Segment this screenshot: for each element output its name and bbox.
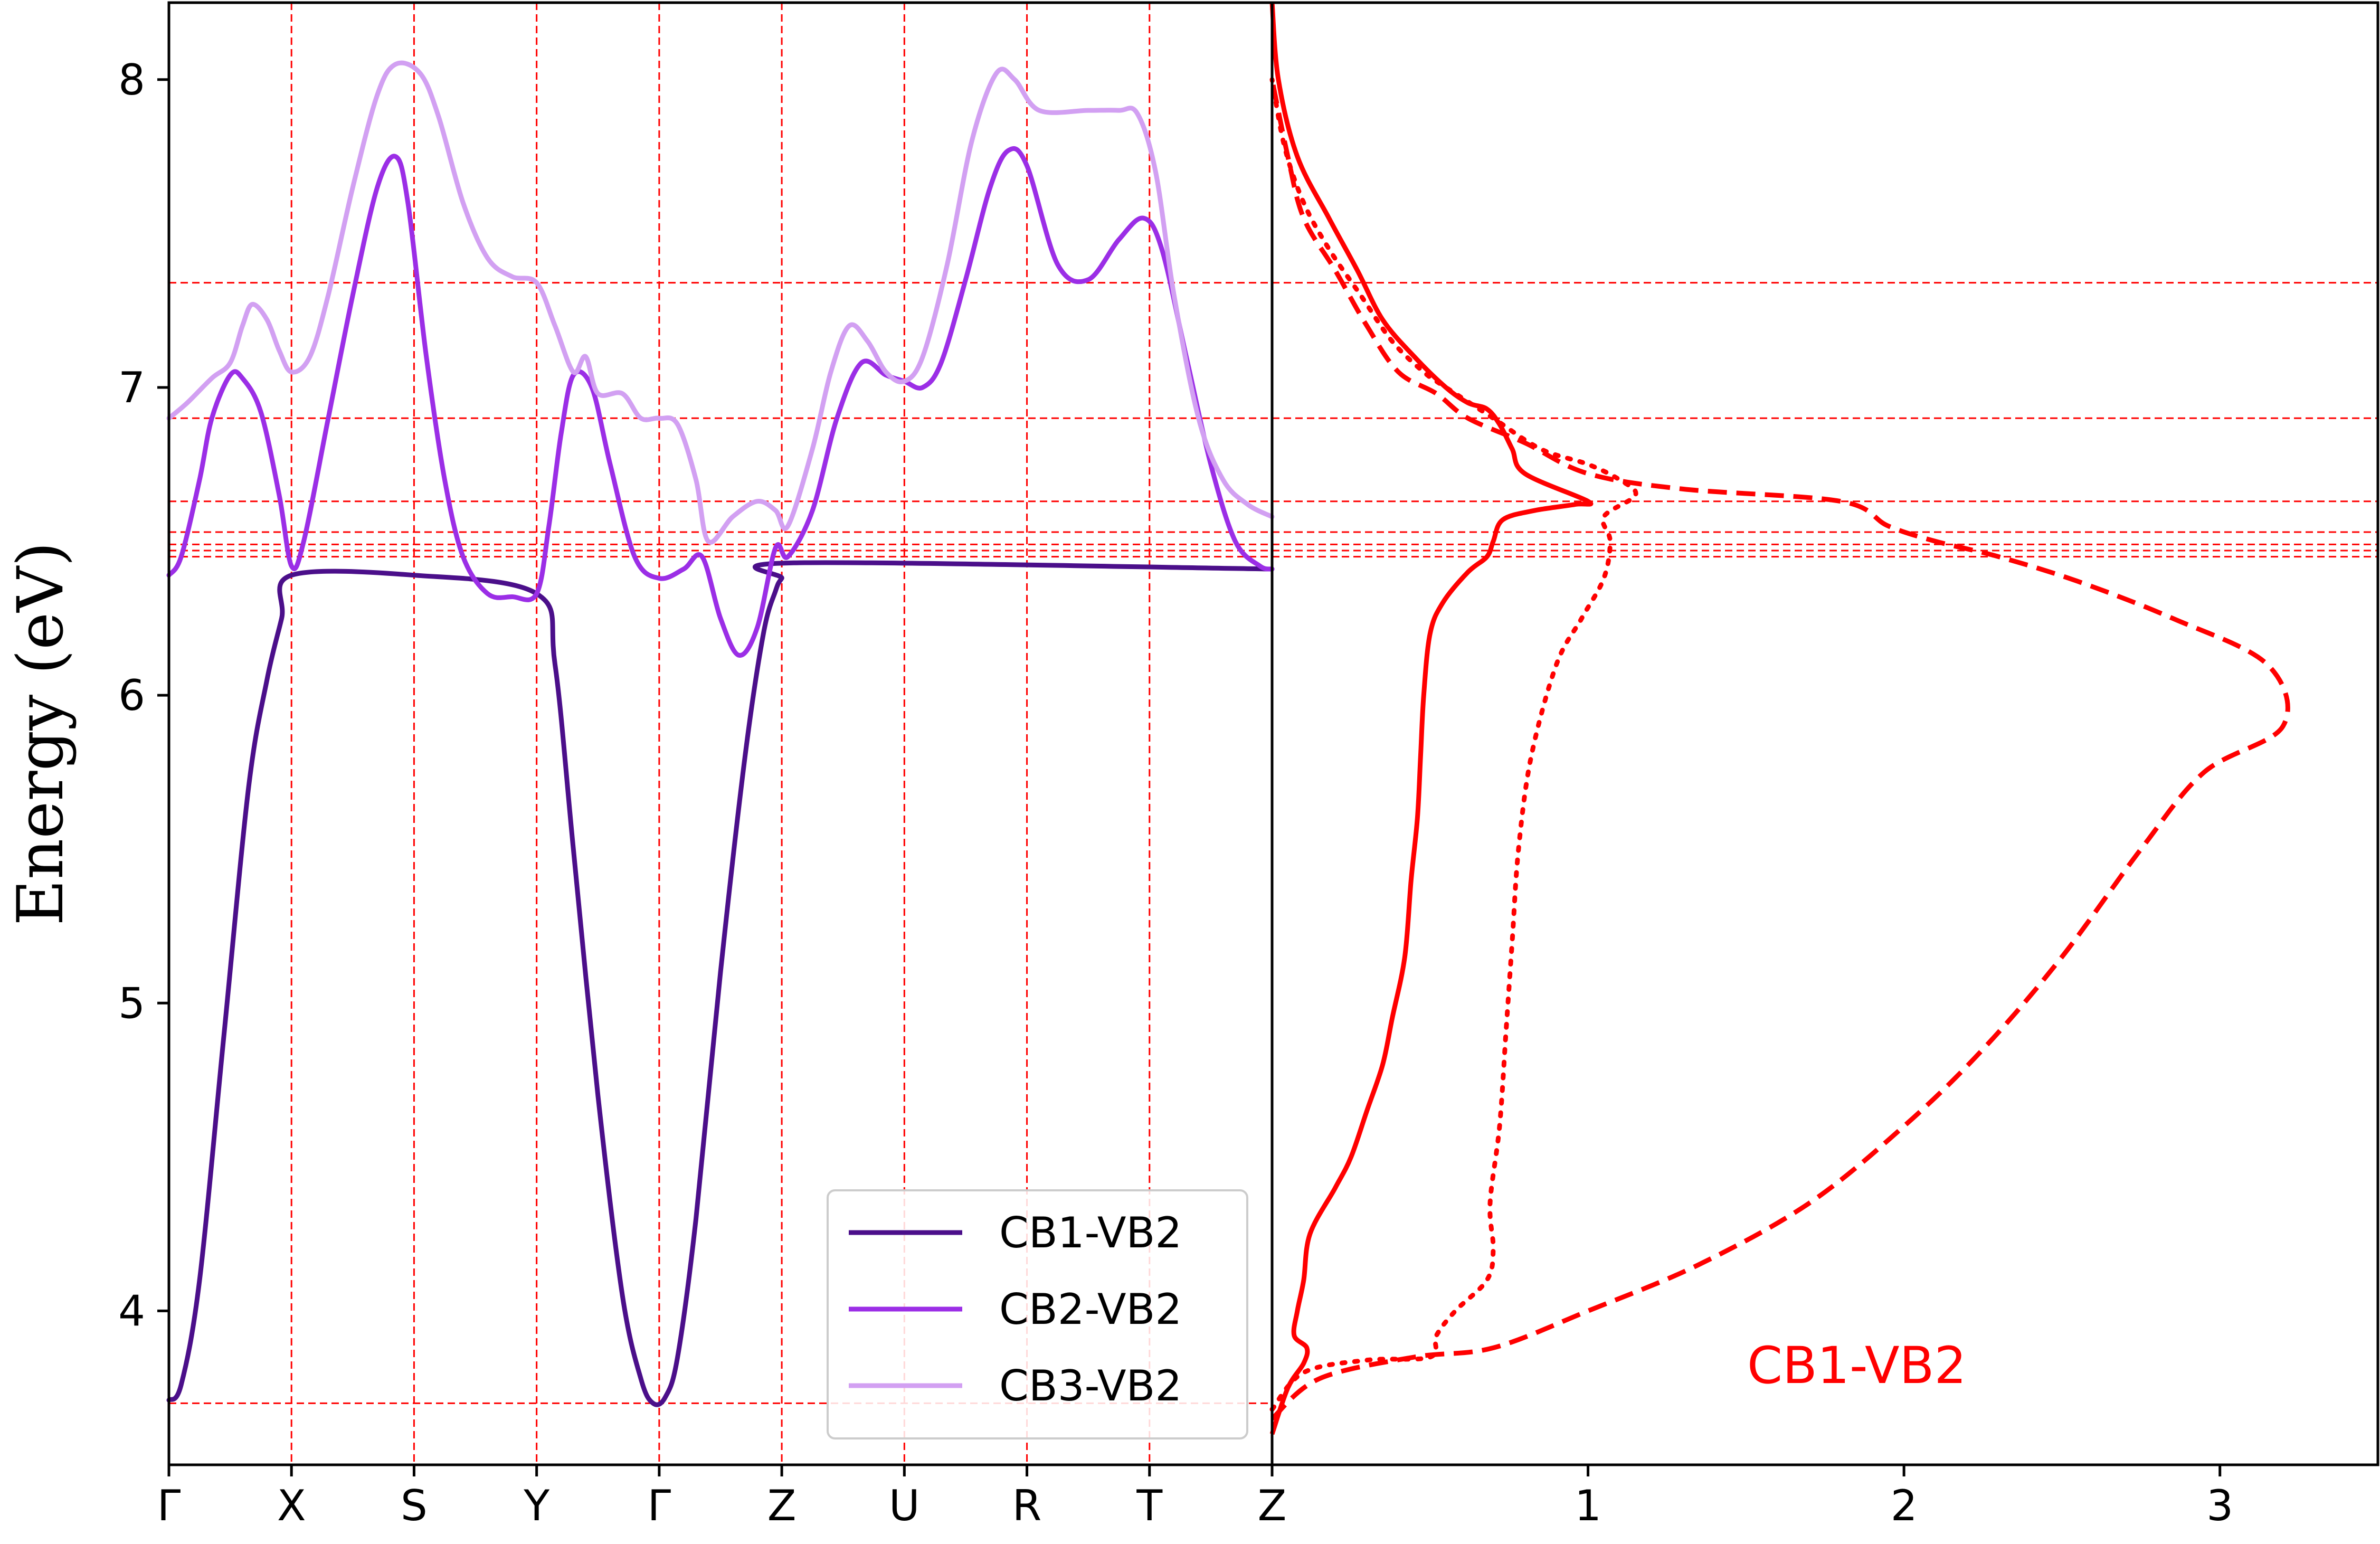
legend-box [827, 1189, 1248, 1439]
density-annotation: CB1-VB2 [1747, 1336, 1967, 1395]
legend-label: CB1-VB2 [999, 1208, 1182, 1257]
legend: CB1-VB2 CB2-VB2 CB3-VB2 [827, 1189, 1248, 1439]
density-panel-series [1269, 2, 2290, 1435]
y-tick-label: 6 [118, 671, 145, 720]
y-tick-label: 7 [118, 363, 145, 412]
legend-label: CB2-VB2 [999, 1285, 1182, 1334]
kpoint-label: Z [767, 1481, 797, 1530]
density-panel-frame [1270, 1, 2379, 1466]
density-line-solid [1269, 2, 1594, 1435]
kpoint-label: Γ [157, 1481, 181, 1530]
density-line-dotted [1269, 77, 1638, 1412]
y-tick-label: 8 [118, 55, 145, 105]
kpoint-label: Y [523, 1481, 550, 1530]
kpoint-label: S [401, 1481, 428, 1530]
density-tick-label: 1 [1575, 1481, 1601, 1530]
y-tick-label: 4 [118, 1286, 145, 1335]
band-line-cb2-vb2 [166, 146, 1275, 658]
kpoint-label: Z [1258, 1481, 1287, 1530]
band-line-cb3-vb2 [166, 60, 1275, 545]
band-line-cb1-vb2 [166, 560, 1275, 1407]
kpoint-label: U [889, 1481, 920, 1530]
kpoint-label: T [1136, 1481, 1163, 1530]
density-tick-label: 3 [2206, 1481, 2233, 1530]
y-axis-title: Energy (eV) [4, 542, 78, 925]
density-tick-label: 2 [1891, 1481, 1918, 1530]
axes-frames [167, 1, 2379, 1466]
density-panel-grid [1272, 282, 2378, 558]
ticks: 4 5 6 7 8 Γ X S Y Γ Z U R T Z 1 2 3 [118, 55, 2233, 1530]
kpoint-label: R [1012, 1481, 1042, 1530]
band-panel-series [166, 60, 1275, 1407]
kpoint-label: Γ [648, 1481, 671, 1530]
y-tick-label: 5 [118, 979, 145, 1028]
band-panel-grid [169, 3, 1272, 1465]
density-line-dashed [1269, 79, 2290, 1420]
legend-label: CB3-VB2 [999, 1361, 1182, 1410]
kpoint-label: X [277, 1481, 306, 1530]
